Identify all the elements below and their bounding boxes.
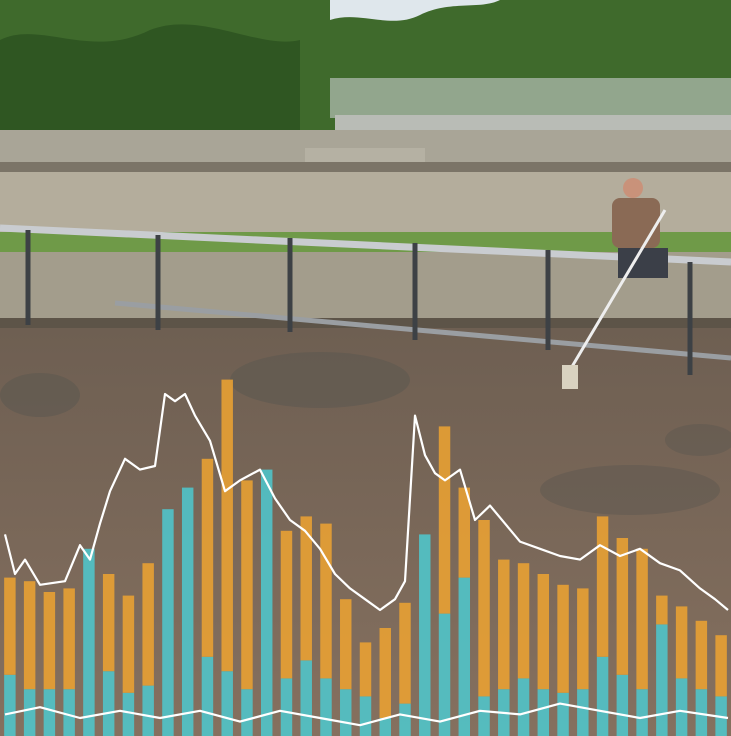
bar-segment bbox=[399, 602, 411, 704]
trees-dark bbox=[0, 24, 300, 130]
bar-segment bbox=[695, 689, 708, 736]
sludge-patch bbox=[540, 465, 720, 515]
bar-segment bbox=[695, 620, 708, 690]
bar-segment bbox=[537, 574, 550, 690]
sludge-patch bbox=[230, 352, 410, 408]
bar-segment bbox=[557, 692, 569, 736]
bar-segment bbox=[419, 534, 431, 736]
bar-segment bbox=[596, 656, 609, 736]
bar-segment bbox=[478, 696, 490, 736]
bar-segment bbox=[63, 588, 75, 690]
bar-segment bbox=[221, 379, 233, 672]
bar-segment bbox=[616, 538, 629, 675]
data-overlay bbox=[3, 379, 729, 736]
bar-segment bbox=[379, 628, 391, 718]
bar-segment bbox=[63, 689, 75, 736]
bar-segment bbox=[23, 581, 36, 690]
bar-segment bbox=[23, 689, 36, 736]
bar-segment bbox=[616, 674, 629, 736]
bar-segment bbox=[656, 624, 668, 736]
bar-segment bbox=[201, 458, 214, 657]
bar-segment bbox=[478, 520, 490, 697]
bar-segment bbox=[162, 509, 174, 736]
bar-segment bbox=[577, 689, 589, 736]
bar-segment bbox=[320, 678, 332, 736]
bar-segment bbox=[340, 599, 352, 690]
bar-segment bbox=[201, 656, 214, 736]
bar-segment bbox=[43, 689, 56, 736]
bar-segment bbox=[359, 696, 372, 736]
bar-segment bbox=[4, 674, 16, 736]
bar-segment bbox=[517, 563, 530, 679]
bar-segment bbox=[102, 574, 115, 672]
middle-wall bbox=[0, 172, 731, 232]
bar-segment bbox=[300, 516, 312, 661]
railing-low bbox=[114, 300, 731, 361]
bar-segment bbox=[517, 678, 530, 736]
bar-segment bbox=[241, 689, 253, 736]
railing-posts bbox=[25, 230, 693, 375]
bar-segment bbox=[221, 671, 233, 736]
bar-segment bbox=[102, 671, 115, 736]
bar-segment bbox=[4, 577, 16, 675]
bar-segment bbox=[181, 487, 194, 736]
bar-segment bbox=[43, 592, 56, 690]
bar-segment bbox=[498, 559, 510, 690]
worker bbox=[562, 178, 668, 389]
line bbox=[3, 392, 729, 612]
bar-segment bbox=[142, 685, 154, 736]
near-wall bbox=[0, 252, 731, 327]
bar-segment bbox=[280, 678, 293, 736]
bar-segment bbox=[715, 635, 727, 697]
bar-segment bbox=[438, 426, 451, 614]
bar-segment bbox=[359, 642, 372, 697]
railing bbox=[0, 224, 731, 266]
bar-segment bbox=[122, 692, 135, 736]
bar-segment bbox=[656, 595, 668, 625]
bar-segment bbox=[241, 480, 253, 690]
bar-segment bbox=[636, 548, 648, 690]
bar-segment bbox=[280, 530, 293, 679]
bar-segment bbox=[142, 563, 154, 686]
bar-segment bbox=[675, 606, 688, 679]
bar-segment bbox=[300, 660, 312, 736]
bar-segment bbox=[557, 584, 569, 693]
bar-segment bbox=[636, 689, 648, 736]
sludge-patch bbox=[665, 424, 731, 456]
sludge-patch bbox=[0, 373, 80, 417]
bar-segment bbox=[458, 487, 471, 578]
bar-segment bbox=[596, 516, 609, 657]
line bbox=[4, 702, 729, 727]
bar-segment bbox=[340, 689, 352, 736]
bar-segment bbox=[320, 523, 332, 679]
bar-segment bbox=[399, 703, 411, 736]
bar-segment bbox=[537, 689, 550, 736]
bridge bbox=[330, 78, 731, 118]
bar-segment bbox=[438, 613, 451, 736]
bar-segment bbox=[379, 718, 391, 736]
bar-segment bbox=[122, 595, 135, 693]
bar-segment bbox=[458, 577, 471, 736]
bar-segment bbox=[260, 469, 273, 736]
bar-segment bbox=[577, 588, 589, 690]
bar-segment bbox=[675, 678, 688, 736]
bar-segment bbox=[83, 548, 95, 736]
